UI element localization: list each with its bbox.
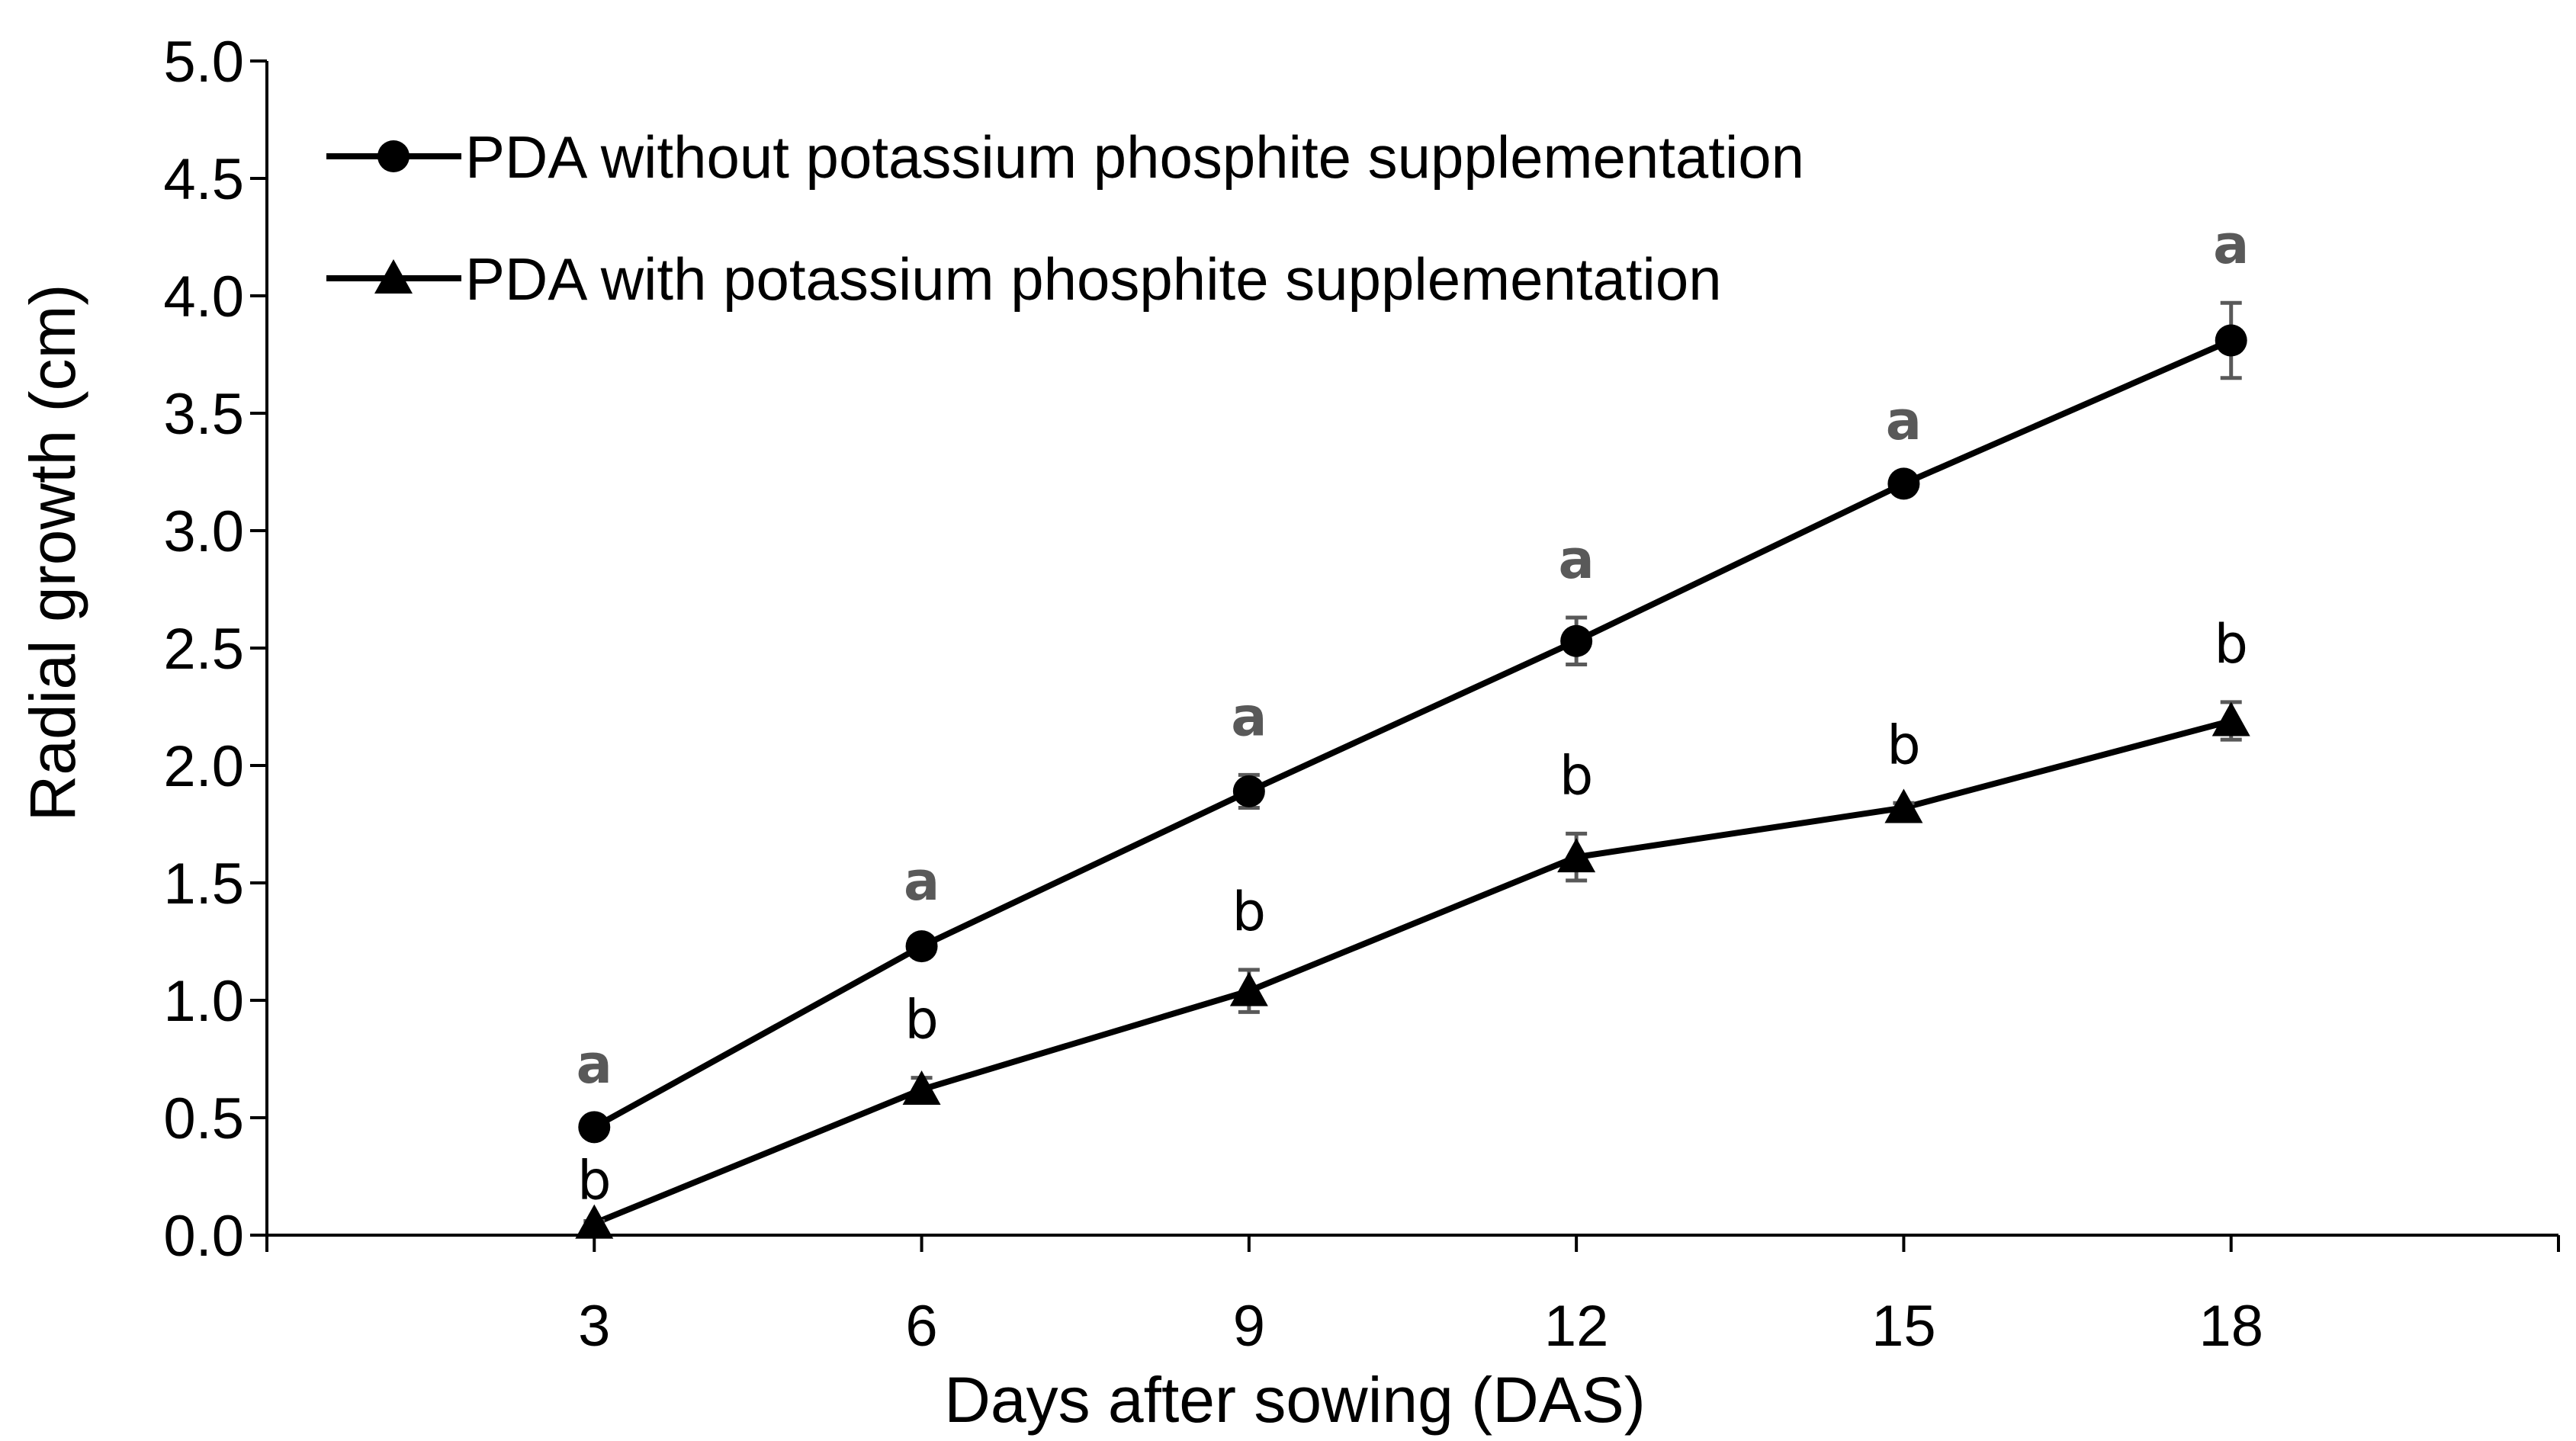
data-point-with-phosphite	[902, 1070, 941, 1106]
series-2: b b b b b b	[575, 613, 2250, 1239]
series-line-without-phosphite	[593, 337, 2233, 1130]
data-point-with-phosphite	[1884, 788, 1923, 823]
y-tick-label: 5.0	[163, 30, 244, 95]
x-tick-label: 15	[1871, 1294, 1936, 1359]
y-tick-label: 0.5	[163, 1086, 244, 1151]
x-axis-label: Days after sowing (DAS)	[944, 1364, 1646, 1436]
y-tick-label: 0.0	[163, 1204, 244, 1269]
data-point-without-phosphite	[1560, 624, 1593, 657]
significance-label: b	[2214, 613, 2247, 676]
significance-label: b	[577, 1150, 611, 1212]
series-line-with-phosphite	[593, 717, 2232, 1227]
y-tick-label: 3.0	[163, 499, 244, 564]
significance-label: a	[1886, 390, 1922, 452]
x-tick-label: 3	[578, 1294, 610, 1359]
data-point-without-phosphite	[2215, 324, 2247, 357]
x-tick-label: 12	[1544, 1294, 1609, 1359]
y-tick-label: 4.5	[163, 147, 244, 212]
significance-label: a	[2213, 213, 2249, 276]
data-point-without-phosphite	[905, 930, 938, 963]
x-tick-label: 6	[905, 1294, 937, 1359]
data-point-without-phosphite	[578, 1111, 611, 1144]
series-1: a a a a a a	[577, 213, 2249, 1144]
data-point-without-phosphite	[1232, 775, 1265, 807]
legend: PDA without potassium phosphite suppleme…	[326, 124, 1804, 313]
x-tick-label: 9	[1233, 1294, 1265, 1359]
y-tick-label: 2.5	[163, 617, 244, 682]
legend-label: PDA with potassium phosphite supplementa…	[465, 246, 1722, 313]
significance-label: b	[1232, 881, 1266, 943]
significance-label: a	[1231, 685, 1267, 748]
x-tick-label: 18	[2199, 1294, 2263, 1359]
significance-label: b	[904, 989, 938, 1051]
significance-label: b	[1559, 744, 1593, 807]
significance-label: a	[904, 850, 940, 913]
data-point-with-phosphite	[2211, 701, 2250, 737]
legend-marker-with-phosphite	[374, 259, 413, 294]
y-tick-label: 3.5	[163, 382, 244, 447]
y-tick-label: 2.0	[163, 734, 244, 799]
legend-label: PDA without potassium phosphite suppleme…	[465, 124, 1804, 191]
y-tick-label: 1.5	[163, 852, 244, 916]
data-point-with-phosphite	[575, 1204, 614, 1239]
y-tick-label: 1.0	[163, 969, 244, 1034]
legend-item-without-phosphite: PDA without potassium phosphite suppleme…	[326, 124, 1804, 191]
y-axis-label: Radial growth (cm)	[17, 284, 88, 822]
y-tick-label: 4.0	[163, 265, 244, 329]
data-point-without-phosphite	[1887, 467, 1920, 500]
axes: 0.0 0.5 1.0 1.5 2.0 2.5 3.0 3.5 4.0 4.5 5.0 3 6 9 12 15…	[163, 30, 2560, 1359]
significance-label: a	[577, 1033, 612, 1096]
legend-item-with-phosphite: PDA with potassium phosphite supplementa…	[326, 246, 1722, 313]
data-point-with-phosphite	[1557, 838, 1596, 873]
legend-marker-without-phosphite	[377, 140, 410, 172]
data-point-with-phosphite	[1229, 971, 1268, 1006]
significance-label: a	[1559, 528, 1595, 591]
significance-label: b	[1887, 714, 1920, 776]
